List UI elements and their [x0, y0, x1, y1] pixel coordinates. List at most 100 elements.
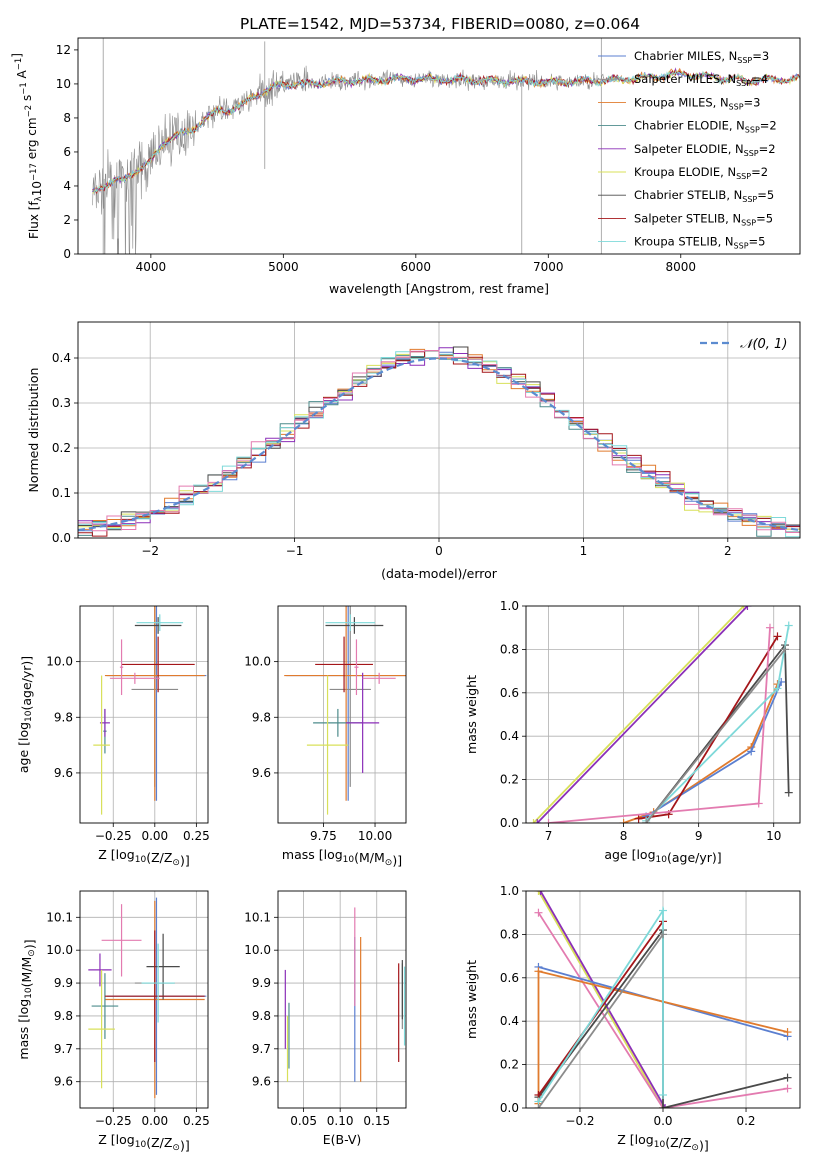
y-tick-label: 9.6 — [54, 766, 73, 780]
legend-name: Salpeter STELIB, N — [634, 211, 741, 225]
y-tick-label: 10.0 — [46, 655, 73, 669]
legend-name: Chabrier MILES, N — [634, 49, 737, 63]
y-tick-label: 0.2 — [52, 441, 71, 455]
x-label-part: age [log — [604, 847, 655, 862]
x-tick-label: 4000 — [136, 260, 167, 274]
x-label-part: ⊙ — [385, 858, 393, 868]
y-axis-label: mass weight — [464, 675, 479, 754]
legend-eq: =2 — [759, 142, 776, 156]
y-tick-label: 10.0 — [244, 655, 271, 669]
legend-sub: SSP — [729, 102, 744, 111]
y-tick-label: 0.0 — [500, 816, 519, 830]
y-tick-label: 12 — [56, 43, 71, 57]
legend-label: Chabrier ELODIE, NSSP=2 — [634, 119, 777, 135]
y-axis-label: Flux [fλ10−17 erg cm−2 s−1 A−1] — [10, 53, 44, 239]
x-axis-label: age [log10(age/yr)] — [604, 847, 721, 865]
legend-eq: =5 — [757, 188, 774, 202]
x-label-part: (Z/Z — [146, 850, 172, 865]
y-tick-label: 0.2 — [500, 1058, 519, 1072]
legend-eq: =3 — [752, 49, 769, 63]
residual-histogram: −2 −1 0 1 2 0.0 0.1 0.2 0.3 0.4 (data-model)/error… — [26, 321, 801, 581]
y-axis-label: mass [log10(M/M⊙)] — [16, 939, 37, 1059]
histogram-steps — [78, 346, 800, 538]
y-label-part: −1 — [19, 82, 29, 95]
legend-eq: =5 — [749, 235, 766, 249]
y-label-part: )] — [22, 939, 37, 949]
weight-series — [638, 635, 779, 820]
legend-eq: =3 — [744, 95, 761, 109]
y-tick-label: 9.6 — [252, 1075, 271, 1089]
y-tick-label: 9.8 — [54, 1009, 73, 1023]
y-tick-label: 2 — [63, 213, 71, 227]
y-label-part: Flux [f — [27, 201, 41, 239]
x-label-part: ⊙ — [172, 858, 180, 868]
weight-series — [645, 648, 786, 823]
x-tick-label: 0.15 — [363, 1114, 390, 1128]
legend-eq: =2 — [751, 165, 768, 179]
y-label-part: age [log — [16, 722, 31, 773]
y-tick-label: 9.6 — [252, 766, 271, 780]
y-tick-label: 1.0 — [500, 599, 519, 613]
legend-label: Kroupa MILES, NSSP=3 — [634, 95, 760, 111]
weight-series — [537, 891, 664, 1108]
y-tick-label: 0.0 — [500, 1101, 519, 1115]
x-tick-label: 0 — [435, 544, 443, 558]
x-tick-label: 0.10 — [327, 1114, 354, 1128]
y-label-part: (M/M — [19, 957, 34, 988]
x-label-part: Z [log — [98, 1132, 134, 1147]
y-tick-label: 0.4 — [500, 729, 519, 743]
legend-name: Salpeter MILES, N — [634, 72, 736, 86]
plot-frame — [525, 605, 801, 824]
x-label-part: (M/M — [354, 850, 385, 865]
legend-label: Salpeter ELODIE, NSSP=2 — [634, 142, 776, 158]
x-tick-label: 10.00 — [358, 829, 392, 843]
y-tick-label: 0.2 — [500, 773, 519, 787]
legend-name: Chabrier ELODIE, N — [634, 119, 745, 133]
x-axis-label: Z [log10(Z/Z⊙)] — [98, 847, 189, 868]
error-bars — [93, 606, 207, 815]
weight-series — [539, 891, 666, 1108]
y-tick-label: 0.4 — [52, 351, 71, 365]
y-label-part: −17 — [29, 163, 39, 181]
x-axis-label: E(B-V) — [323, 1132, 362, 1147]
x-tick-label: 0.00 — [141, 829, 168, 843]
y-tick-label: 10 — [56, 77, 71, 91]
legend-sub: SSP — [745, 126, 760, 135]
x-axis-label: mass [log10(M/M⊙)] — [282, 847, 402, 868]
y-tick-label: 9.8 — [252, 710, 271, 724]
x-tick-label: 10 — [766, 829, 781, 843]
x-label-part: ⊙ — [172, 1143, 180, 1153]
x-tick-label: 0.25 — [183, 1114, 210, 1128]
x-label-part: Z [log — [98, 847, 134, 862]
y-tick-label: 0.4 — [500, 1014, 519, 1028]
spectrum-lines — [92, 38, 800, 254]
y-tick-label: 1.0 — [500, 884, 519, 898]
x-tick-label: 9.75 — [310, 829, 337, 843]
y-tick-label: 9.6 — [54, 1075, 73, 1089]
x-tick-label: 6000 — [401, 260, 432, 274]
legend-label: Kroupa ELODIE, NSSP=2 — [634, 165, 768, 181]
x-tick-label: −0.2 — [565, 1114, 594, 1128]
legend-eq: =5 — [756, 211, 773, 225]
legend-label: Chabrier STELIB, NSSP=5 — [634, 188, 774, 204]
legend-sub: SSP — [736, 79, 751, 88]
legend-eq: =2 — [760, 119, 777, 133]
y-tick-label: 10.0 — [244, 943, 271, 957]
y-tick-label: 6 — [63, 145, 71, 159]
weight-series — [532, 606, 745, 823]
y-tick-label: 9.7 — [252, 1042, 271, 1056]
y-tick-label: 0.6 — [500, 971, 519, 985]
weight-series — [645, 625, 790, 822]
plot-frame — [79, 890, 209, 1109]
x-tick-label: 9 — [695, 829, 703, 843]
y-label-part: ] — [10, 53, 24, 58]
x-label-part: )] — [392, 853, 402, 868]
y-label-part: −2 — [24, 105, 34, 118]
weight-lines — [529, 606, 793, 823]
y-tick-label: 0.8 — [500, 927, 519, 941]
y-label-part: ⊙ — [27, 949, 37, 957]
y-tick-label: 0.6 — [500, 686, 519, 700]
x-label-part: Z [log — [617, 1132, 653, 1147]
model-spectrum — [92, 69, 800, 195]
